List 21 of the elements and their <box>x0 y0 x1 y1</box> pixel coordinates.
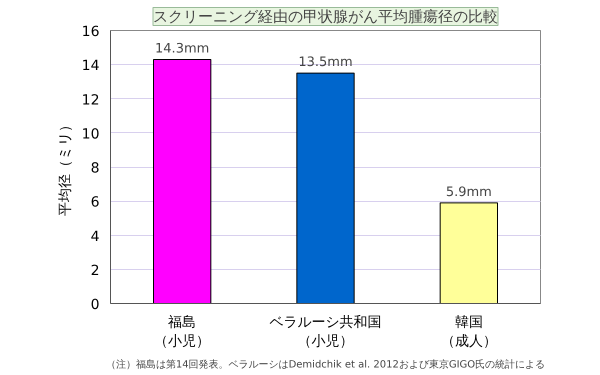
y-tick-label: 2 <box>90 262 100 279</box>
data-label: 5.9mm <box>446 184 492 200</box>
bar <box>296 72 355 304</box>
data-label: 14.3mm <box>155 42 210 57</box>
y-tick-label: 6 <box>90 194 100 211</box>
text: （注）福島は第14回発表。ベラルーシはDemidchik et al. 2012および東京GIGO氏の統計による <box>106 358 546 370</box>
x-tick-label: 韓国（成人） <box>440 314 497 350</box>
y-tick-label: 4 <box>90 228 100 245</box>
x-tick-label: ベラルーシ共和国（小児） <box>270 314 382 350</box>
y-tick-label: 16 <box>82 24 100 40</box>
data-label: 13.5mm <box>298 55 353 70</box>
y-tick-label: 8 <box>90 160 100 176</box>
y-tick-label: 10 <box>82 126 100 142</box>
bar <box>153 59 212 304</box>
chart-title: スクリーニング経由の甲状腺がん平均腫瘍径の比較 <box>153 8 498 26</box>
bar <box>440 202 498 304</box>
y-tick-label: 12 <box>82 92 100 108</box>
y-tick-label: 14 <box>82 58 100 74</box>
y-axis-title: 平均径（ミリ） <box>58 118 74 216</box>
x-tick-label: 福島（小児） <box>154 314 210 350</box>
y-tick-label: 0 <box>90 297 100 313</box>
